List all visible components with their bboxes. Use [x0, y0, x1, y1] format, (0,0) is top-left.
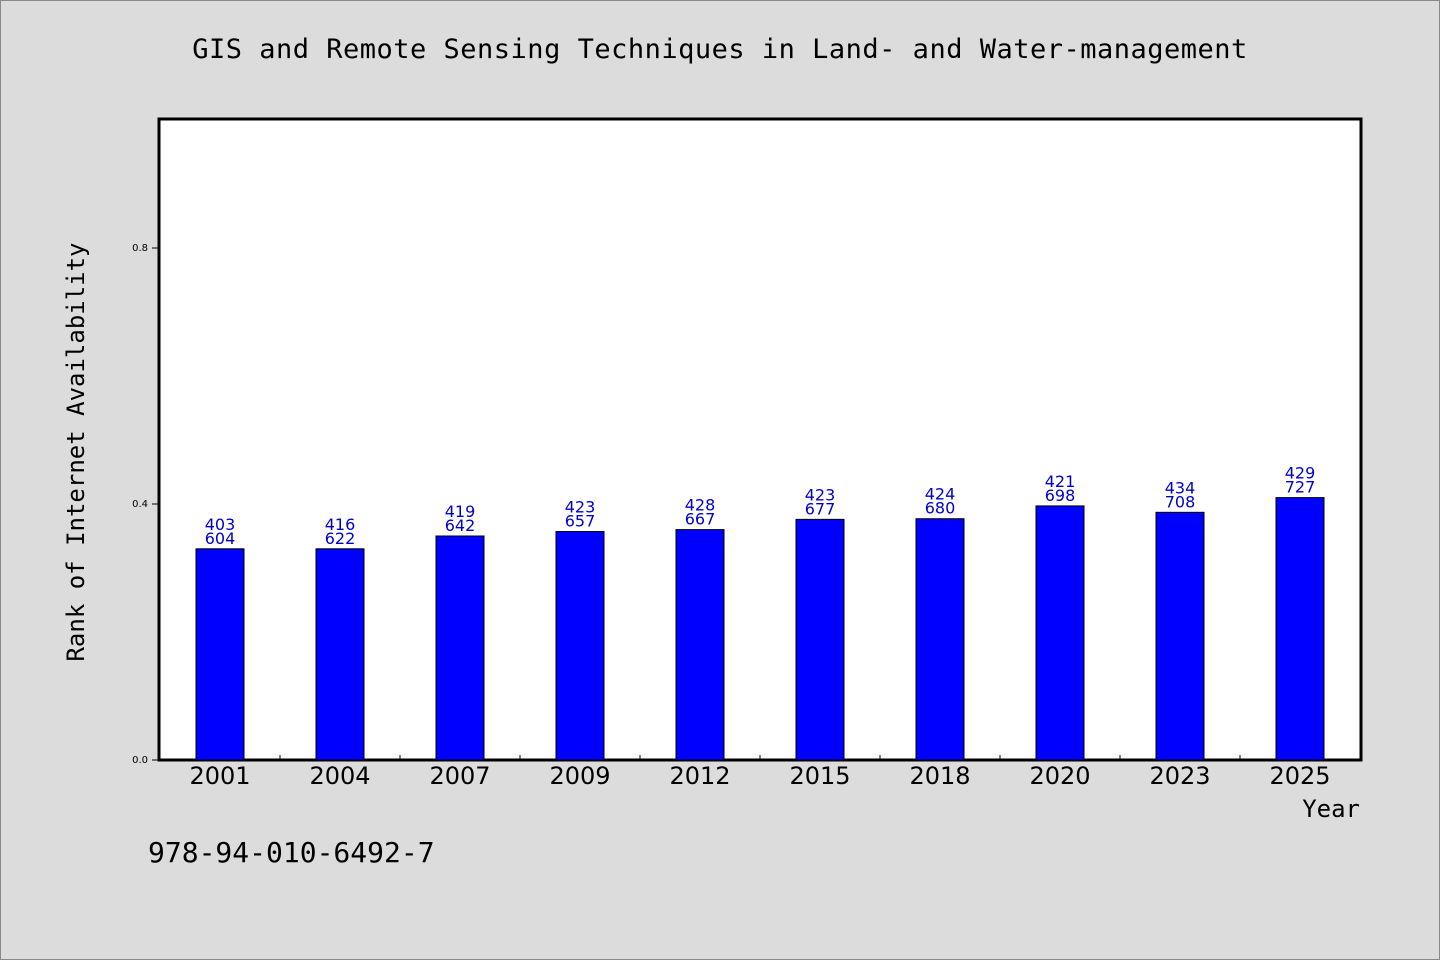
bar [675, 529, 725, 761]
y-tick-label: 0.0 [132, 755, 148, 766]
x-axis-label: Year [1302, 795, 1360, 823]
data-label-bottom: 657 [565, 512, 596, 531]
chart-title: GIS and Remote Sensing Techniques in Lan… [192, 34, 1248, 65]
data-label-bottom: 727 [1285, 478, 1316, 497]
data-label-bottom: 698 [1045, 486, 1076, 505]
bar [555, 531, 605, 761]
y-tick-label: 0.4 [132, 499, 148, 510]
y-axis-label: Rank of Internet Availability [62, 242, 90, 661]
data-label-top: 421 [1045, 472, 1076, 491]
data-labels: 4036044166224196424236574286674236774246… [205, 464, 1316, 548]
data-label-top: 434 [1165, 478, 1196, 497]
bar [1275, 497, 1325, 761]
x-tick-label: 2001 [189, 762, 250, 790]
data-label-top: 419 [445, 502, 476, 521]
data-label-top: 423 [805, 485, 836, 504]
x-tick-label: 2018 [909, 762, 970, 790]
bar [1035, 505, 1085, 761]
x-tick-label: 2023 [1149, 762, 1210, 790]
x-tick-label: 2015 [789, 762, 850, 790]
bar [795, 518, 845, 761]
y-tick-label: 0.8 [132, 243, 148, 254]
data-label-bottom: 642 [445, 516, 476, 535]
data-label-bottom: 677 [805, 499, 836, 518]
data-label-top: 403 [205, 515, 236, 534]
x-tick-label: 2007 [429, 762, 490, 790]
bar [435, 535, 485, 761]
bar [315, 548, 365, 761]
data-label-top: 416 [325, 515, 356, 534]
x-tick-label: 2012 [669, 762, 730, 790]
data-label-top: 429 [1285, 464, 1316, 483]
data-label-top: 428 [685, 496, 716, 515]
x-tick-label: 2004 [309, 762, 370, 790]
y-axis: 0.0 0.4 0.8 [132, 243, 160, 766]
data-label-bottom: 604 [205, 529, 236, 548]
data-label-bottom: 708 [1165, 492, 1196, 511]
x-tick-label: 2025 [1269, 762, 1330, 790]
bar [915, 518, 965, 761]
data-label-top: 424 [925, 485, 956, 504]
bars [195, 497, 1325, 761]
data-label-bottom: 667 [685, 510, 716, 529]
bar [1155, 511, 1205, 761]
x-tick-label: 2020 [1029, 762, 1090, 790]
data-label-bottom: 680 [925, 499, 956, 518]
bar [195, 548, 245, 761]
x-axis: 2001 2004 2007 2009 2012 2015 2018 2020 2023 2025 [189, 755, 1331, 790]
isbn-text: 978-94-010-6492-7 [148, 836, 435, 869]
data-label-top: 423 [565, 498, 596, 517]
x-tick-label: 2009 [549, 762, 610, 790]
data-label-bottom: 622 [325, 529, 356, 548]
